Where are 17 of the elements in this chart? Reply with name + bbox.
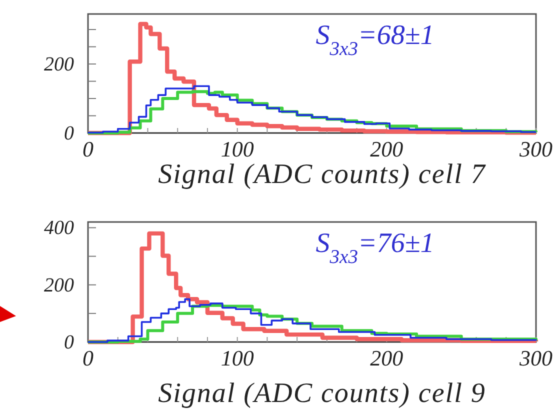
x-tick-label: 200 xyxy=(370,346,404,371)
y-tick-label: 200 xyxy=(44,274,74,296)
x-tick-label: 100 xyxy=(220,136,254,162)
x-tick-label: 0 xyxy=(82,346,94,371)
y-tick-label: 400 xyxy=(44,217,74,240)
annotation: S$_{3x3}$=76±1 xyxy=(316,228,434,268)
x-tick-label: 0 xyxy=(82,136,94,162)
x-axis-title: Signal (ADC counts) cell 9 xyxy=(158,378,486,409)
y-tick-label: 0 xyxy=(64,122,74,144)
y-tick-label: 200 xyxy=(44,53,74,76)
annotation: S$_{3x3}$=68±1 xyxy=(316,20,434,60)
x-axis-title: Signal (ADC counts) cell 7 xyxy=(158,159,486,190)
x-tick-label: 300 xyxy=(518,136,552,162)
y-tick-label: 0 xyxy=(64,331,74,354)
x-tick-label: 100 xyxy=(220,346,254,371)
x-tick-label: 200 xyxy=(370,136,404,162)
x-tick-label: 300 xyxy=(518,346,552,371)
